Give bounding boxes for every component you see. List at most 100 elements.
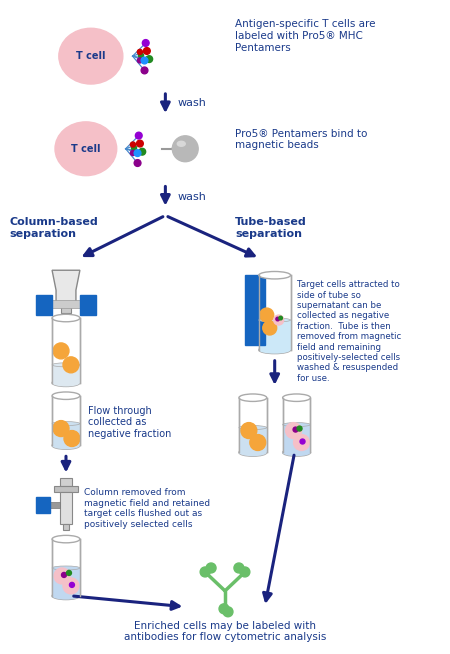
Ellipse shape xyxy=(52,536,80,543)
Bar xyxy=(50,502,60,508)
Circle shape xyxy=(63,357,79,373)
Circle shape xyxy=(241,422,257,439)
Bar xyxy=(60,478,72,487)
Circle shape xyxy=(141,67,148,74)
Ellipse shape xyxy=(52,566,80,570)
Circle shape xyxy=(144,48,150,54)
Circle shape xyxy=(260,308,274,322)
Circle shape xyxy=(53,343,69,359)
Circle shape xyxy=(293,434,310,451)
Circle shape xyxy=(63,578,79,594)
Text: Column-based
separation: Column-based separation xyxy=(9,218,98,239)
Circle shape xyxy=(146,56,153,63)
Text: Antigen-specific T cells are
labeled with Pro5® MHC
Pentamers: Antigen-specific T cells are labeled wit… xyxy=(235,20,375,52)
Bar xyxy=(239,428,267,453)
Ellipse shape xyxy=(283,449,310,456)
Circle shape xyxy=(274,315,284,325)
Ellipse shape xyxy=(52,392,80,400)
Circle shape xyxy=(130,150,135,156)
Bar xyxy=(36,295,52,315)
Circle shape xyxy=(137,58,142,63)
Circle shape xyxy=(131,145,136,150)
Text: wash: wash xyxy=(177,98,206,108)
Bar xyxy=(63,524,69,530)
Circle shape xyxy=(135,132,142,139)
Bar xyxy=(54,487,78,492)
Bar xyxy=(52,365,80,383)
Circle shape xyxy=(200,567,210,577)
Text: Column removed from
magnetic field and retained
target cells flushed out as
posi: Column removed from magnetic field and r… xyxy=(84,489,210,528)
Ellipse shape xyxy=(259,346,291,354)
Ellipse shape xyxy=(52,592,80,600)
Text: wash: wash xyxy=(177,192,206,201)
Bar xyxy=(259,320,291,350)
Ellipse shape xyxy=(239,394,267,402)
Ellipse shape xyxy=(52,441,80,449)
Circle shape xyxy=(69,583,74,587)
Circle shape xyxy=(293,427,298,432)
Circle shape xyxy=(250,434,266,451)
Text: T cell: T cell xyxy=(76,51,106,61)
Circle shape xyxy=(137,50,142,54)
Ellipse shape xyxy=(52,592,80,600)
Ellipse shape xyxy=(52,315,80,322)
Circle shape xyxy=(67,570,72,576)
Circle shape xyxy=(300,439,305,444)
Ellipse shape xyxy=(239,449,267,456)
Text: Tube-based
separation: Tube-based separation xyxy=(235,218,307,239)
Text: Target cells attracted to
side of tube so
supernatant can be
collected as negati: Target cells attracted to side of tube s… xyxy=(297,280,401,383)
Polygon shape xyxy=(52,270,80,305)
Circle shape xyxy=(263,321,277,335)
Bar xyxy=(283,424,310,453)
Ellipse shape xyxy=(59,28,123,84)
Ellipse shape xyxy=(52,379,80,387)
Circle shape xyxy=(142,40,149,46)
Circle shape xyxy=(286,422,302,439)
Ellipse shape xyxy=(52,363,80,367)
Bar xyxy=(245,275,265,345)
Bar xyxy=(52,568,80,596)
Text: T cell: T cell xyxy=(71,144,101,154)
Circle shape xyxy=(53,421,69,436)
Ellipse shape xyxy=(259,346,291,354)
Circle shape xyxy=(172,136,198,162)
Bar xyxy=(36,497,50,513)
Bar xyxy=(52,424,80,445)
Circle shape xyxy=(279,317,283,320)
Bar xyxy=(61,305,71,313)
Circle shape xyxy=(134,150,141,156)
Ellipse shape xyxy=(283,394,310,402)
Circle shape xyxy=(219,604,229,613)
Ellipse shape xyxy=(283,449,310,456)
Ellipse shape xyxy=(52,379,80,387)
Circle shape xyxy=(234,563,244,573)
Circle shape xyxy=(240,567,250,577)
Circle shape xyxy=(62,572,67,577)
Bar xyxy=(52,300,80,308)
Circle shape xyxy=(141,57,148,64)
Circle shape xyxy=(136,140,143,147)
Circle shape xyxy=(134,160,141,166)
Text: Flow through
collected as
negative fraction: Flow through collected as negative fract… xyxy=(88,405,171,439)
Circle shape xyxy=(139,148,146,155)
Text: Pro5® Pentamers bind to
magnetic beads: Pro5® Pentamers bind to magnetic beads xyxy=(235,129,367,150)
Circle shape xyxy=(223,607,233,617)
Ellipse shape xyxy=(283,422,310,426)
Ellipse shape xyxy=(177,141,185,146)
Circle shape xyxy=(54,568,70,584)
Ellipse shape xyxy=(52,441,80,449)
Circle shape xyxy=(139,53,144,58)
Ellipse shape xyxy=(259,318,291,322)
Text: Enriched cells may be labeled with
antibodies for flow cytometric analysis: Enriched cells may be labeled with antib… xyxy=(124,621,326,642)
Ellipse shape xyxy=(239,426,267,430)
Ellipse shape xyxy=(55,122,117,176)
Circle shape xyxy=(297,426,302,431)
Ellipse shape xyxy=(239,449,267,456)
Circle shape xyxy=(130,142,135,147)
Bar xyxy=(80,295,96,315)
Ellipse shape xyxy=(52,422,80,426)
Ellipse shape xyxy=(259,271,291,279)
Circle shape xyxy=(64,430,80,447)
Circle shape xyxy=(206,563,216,573)
Circle shape xyxy=(276,317,279,321)
